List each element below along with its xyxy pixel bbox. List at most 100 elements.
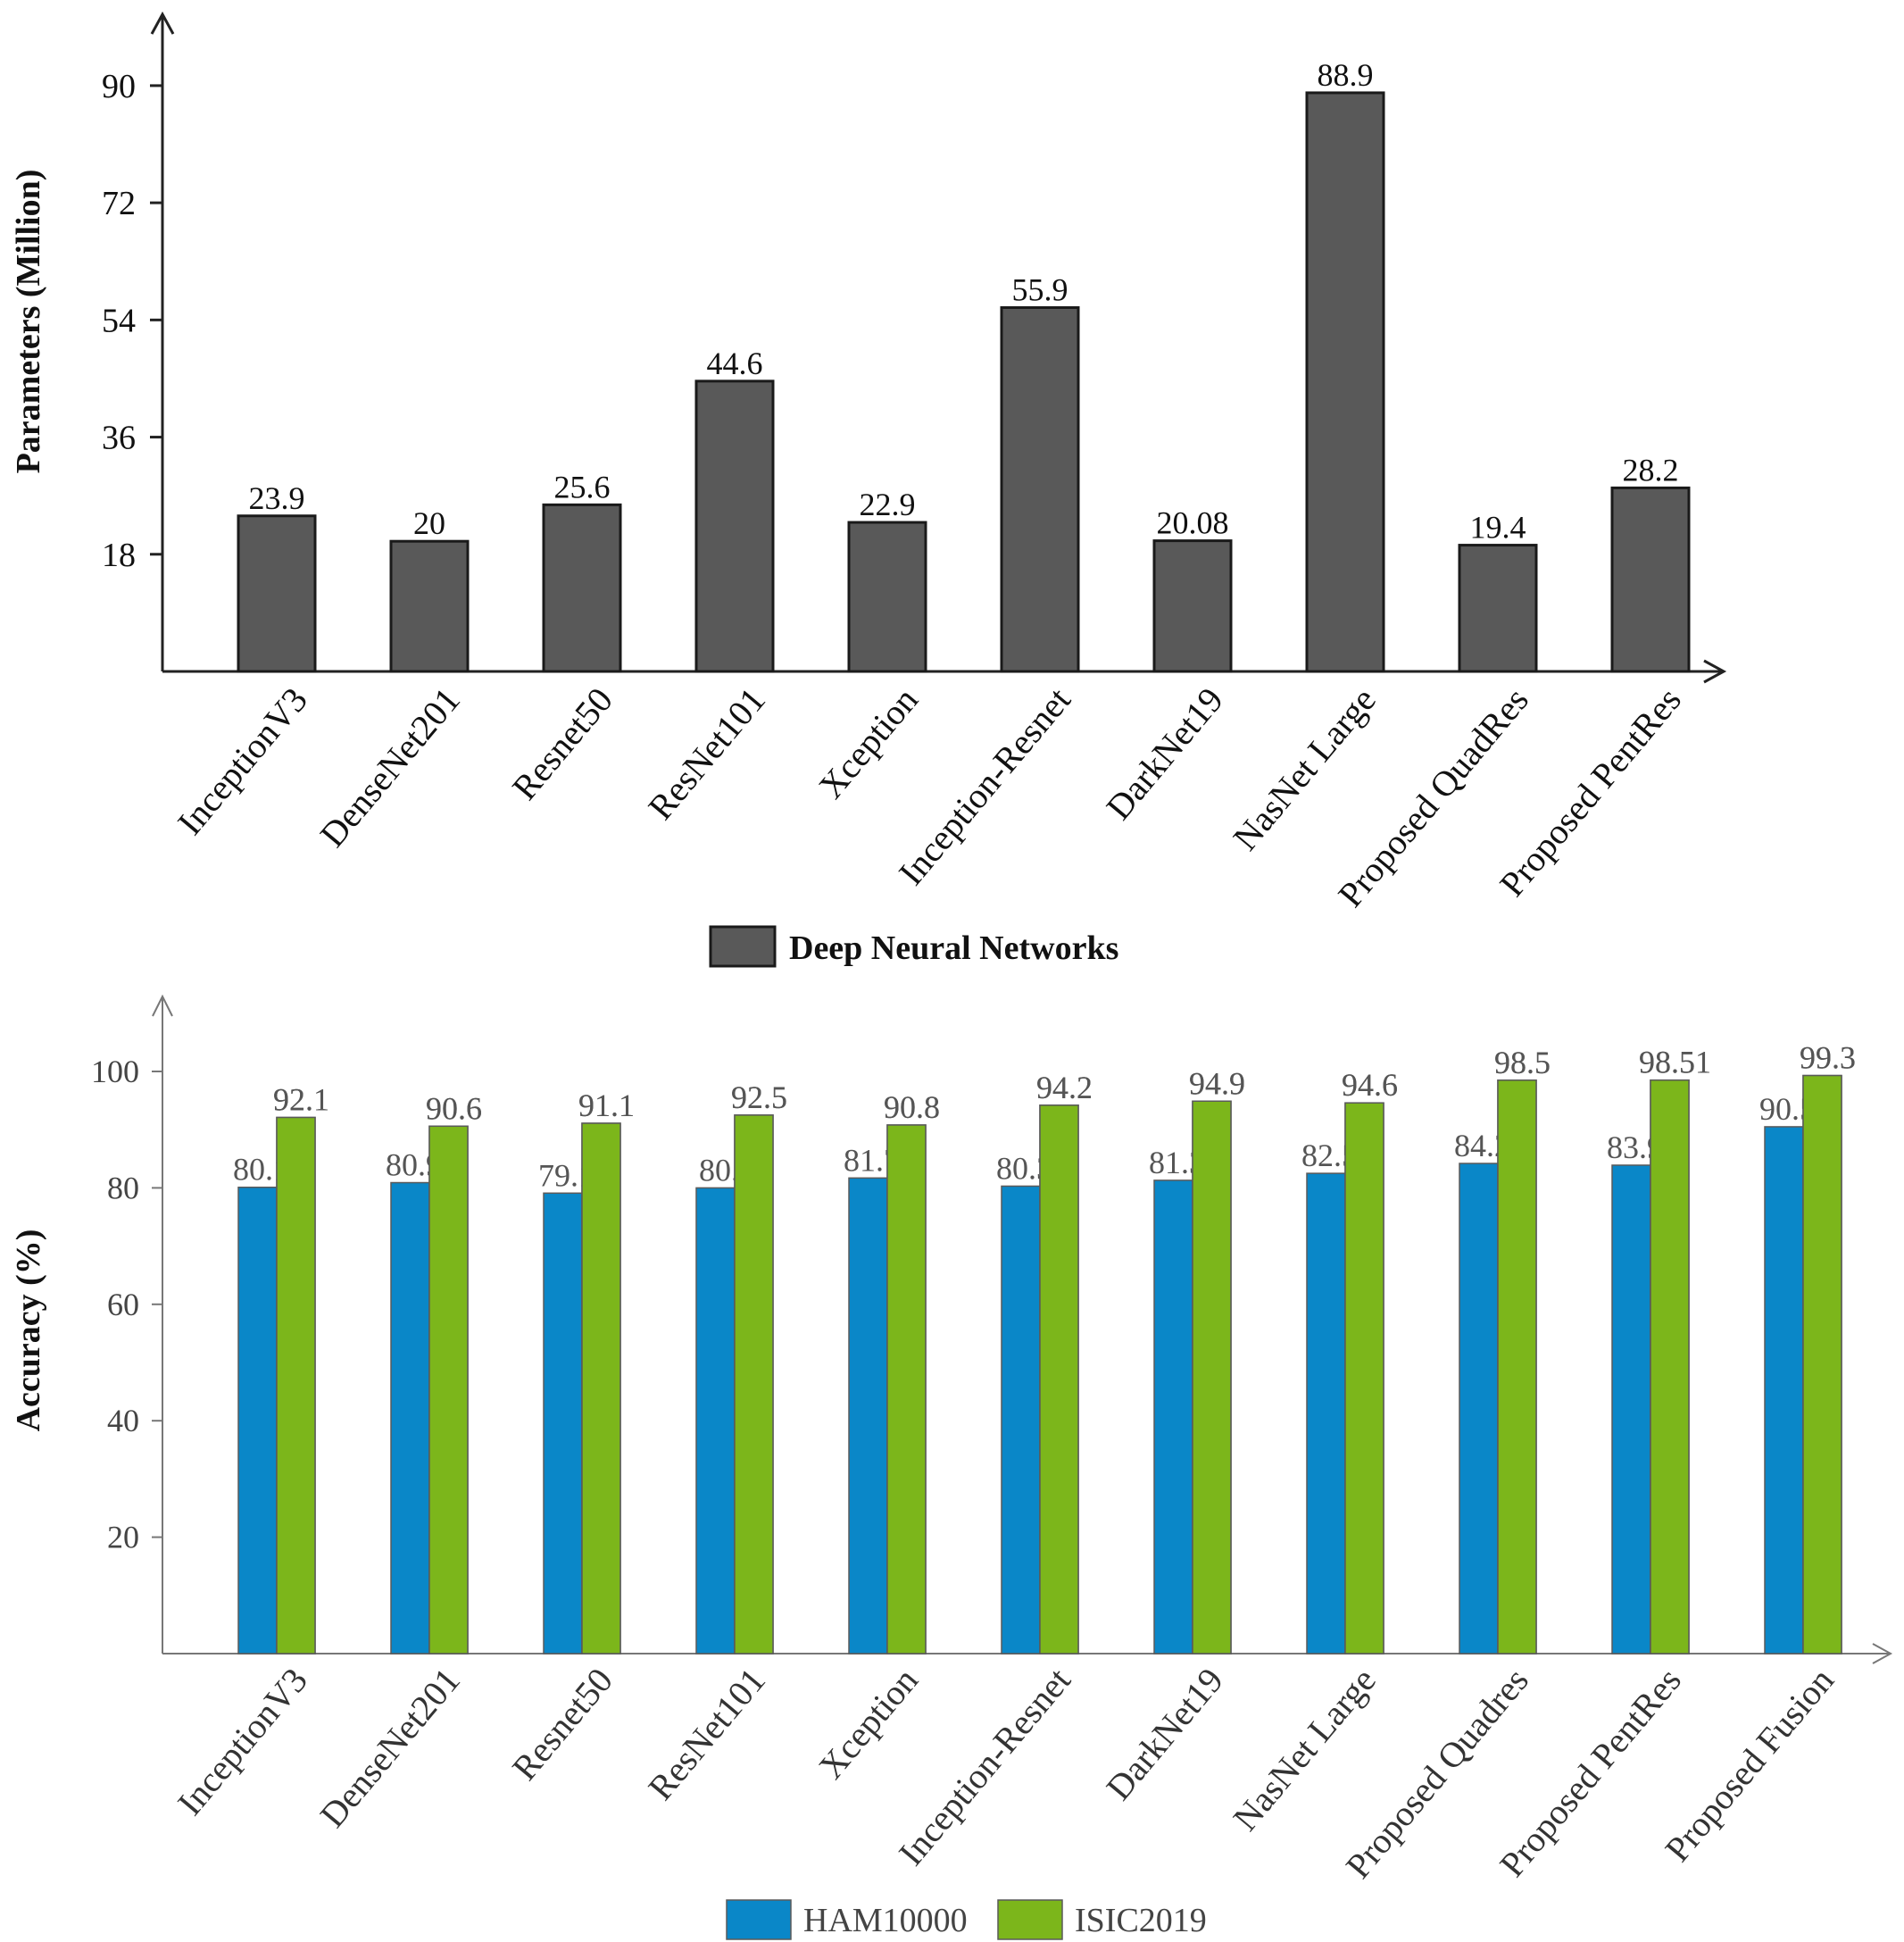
bar-xception: [847, 521, 927, 673]
bar-nasnet-large: [1305, 91, 1385, 673]
bar-isic2019-front-proposed-fusion: [1802, 1074, 1842, 1654]
x-tick-label-inceptionv3: InceptionV3: [170, 679, 315, 842]
y-axis-label: Accuracy (%): [10, 1229, 47, 1432]
legend-swatch-deep-neural-networks: [709, 925, 777, 968]
bar-isic2019-front-resnet50: [581, 1122, 621, 1654]
data-label-densenet201: 20: [413, 505, 445, 541]
data-label-isic2019-nasnet-large: 94.6: [1342, 1067, 1398, 1103]
bar-ham10000-xception: [848, 1177, 888, 1654]
legend-swatch-isic2019: [997, 1899, 1063, 1940]
data-label-isic2019-resnet50: 91.1: [578, 1088, 635, 1123]
y-tick-label: 90: [102, 68, 136, 105]
x-tick-label-densenet201: DenseNet201: [312, 679, 468, 854]
x-axis-arrow: [1872, 1643, 1893, 1664]
y-tick-label: 100: [91, 1054, 139, 1089]
bar-ham10000-proposed-quadres: [1459, 1163, 1499, 1654]
x-tick-label-nasnet-large: NasNet Large: [1225, 1660, 1383, 1838]
data-label-resnet101: 44.6: [707, 346, 763, 381]
y-tick-label: 36: [102, 420, 136, 457]
y-tick-label: 18: [102, 537, 136, 574]
bar-ham10000-proposed-pentres: [1611, 1164, 1651, 1654]
data-label-isic2019-inception-resnet: 94.2: [1036, 1070, 1093, 1105]
bar-isic2019-front-densenet201: [428, 1125, 469, 1654]
y-tick-label: 40: [107, 1403, 139, 1438]
data-label-isic2019-front-proposed-quadres: 98.5: [1494, 1045, 1551, 1080]
data-label-inceptionv3: 23.9: [249, 480, 305, 516]
data-label-isic2019-proposed-pentres: 98.51: [1639, 1045, 1711, 1080]
bar-isic2019-front-inceptionv3: [276, 1116, 316, 1654]
legend-label-isic2019: ISIC2019: [1075, 1902, 1207, 1939]
x-axis-arrow: [1703, 659, 1727, 684]
data-label-inception-resnet: 55.9: [1012, 271, 1068, 307]
bar-ham10000-resnet101: [695, 1187, 736, 1654]
bar-ham10000-inception-resnet: [1001, 1185, 1041, 1654]
bar-ham10000-proposed-fusion: [1764, 1126, 1804, 1654]
legend-label-ham10000: HAM10000: [803, 1902, 968, 1939]
x-tick-label-resnet50: Resnet50: [504, 1660, 620, 1788]
y-tick-label: 72: [102, 185, 136, 222]
bar-ham10000-nasnet-large: [1306, 1172, 1346, 1654]
legend-label-deep-neural-networks: Deep Neural Networks: [789, 929, 1118, 967]
x-tick-label-resnet101: ResNet101: [640, 1660, 773, 1807]
bar-ham10000-resnet50: [543, 1192, 583, 1654]
y-tick-label: 54: [102, 302, 136, 339]
data-label-isic2019-proposed-fusion: 99.3: [1800, 1040, 1856, 1076]
data-label-isic2019-front-resnet101: 92.5: [731, 1079, 787, 1115]
bar-isic2019-front-xception: [886, 1124, 927, 1654]
data-label-isic2019-front-xception: 90.8: [884, 1089, 940, 1125]
bar-isic2019-front-inception-resnet: [1039, 1104, 1079, 1654]
y-axis-label: Parameters (Million): [10, 170, 47, 474]
bar-darknet19: [1152, 539, 1233, 673]
data-label-isic2019-front-darknet19: 94.9: [1189, 1065, 1245, 1101]
data-label-isic2019-front-proposed-fusion: 99.3: [1800, 1040, 1856, 1076]
x-tick-label-resnet101: ResNet101: [640, 679, 773, 827]
data-label-darknet19: 20.08: [1157, 505, 1229, 541]
data-label-proposed-quadres: 19.4: [1470, 510, 1526, 546]
data-label-isic2019-xception: 90.8: [884, 1089, 940, 1125]
y-tick-label: 20: [107, 1520, 139, 1555]
data-label-isic2019-resnet101: 92.5: [731, 1079, 787, 1115]
data-label-isic2019-densenet201: 90.6: [426, 1090, 482, 1126]
data-label-ham10000-resnet101: 80.: [699, 1152, 739, 1188]
data-label-isic2019-proposed-quadres: 98.5: [1494, 1045, 1551, 1080]
data-label-xception: 22.9: [860, 487, 916, 522]
bar-isic2019-front-nasnet-large: [1344, 1102, 1384, 1654]
bar-isic2019-front-proposed-pentres: [1650, 1079, 1690, 1654]
data-label-isic2019-inceptionv3: 92.1: [273, 1082, 329, 1118]
data-label-isic2019-front-inception-resnet: 94.2: [1036, 1070, 1093, 1105]
bar-proposed-pentres: [1610, 486, 1691, 673]
x-tick-label-densenet201: DenseNet201: [312, 1660, 468, 1835]
data-label-nasnet-large: 88.9: [1318, 57, 1374, 93]
x-tick-label-xception: Xception: [811, 679, 926, 805]
data-label-proposed-pentres: 28.2: [1623, 452, 1679, 488]
bar-resnet101: [694, 379, 775, 673]
y-axis-arrow: [150, 11, 175, 35]
bar-inceptionv3: [237, 514, 317, 673]
x-tick-label-proposed-fusion: Proposed Fusion: [1657, 1660, 1842, 1869]
bar-ham10000-densenet201: [390, 1181, 430, 1654]
bar-inception-resnet: [1000, 305, 1080, 673]
y-tick-label: 80: [107, 1170, 139, 1205]
data-label-isic2019-front-proposed-pentres: 98.51: [1639, 1045, 1711, 1080]
x-tick-label-darknet19: DarkNet19: [1098, 1660, 1231, 1807]
bar-ham10000-inceptionv3: [237, 1186, 278, 1654]
parameters-chart: 18 36 54 72 90 Parameters (Million) 23.9 Incept…: [10, 11, 1727, 968]
legend-swatch-ham10000: [726, 1899, 792, 1940]
x-tick-label-nasnet-large: NasNet Large: [1225, 679, 1383, 857]
x-tick-label-darknet19: DarkNet19: [1098, 679, 1231, 827]
x-tick-label-xception: Xception: [811, 1660, 926, 1786]
bar-isic2019-front-darknet19: [1192, 1100, 1232, 1654]
data-label-isic2019-front-nasnet-large: 94.6: [1342, 1067, 1398, 1103]
x-tick-label-resnet50: Resnet50: [504, 679, 620, 807]
data-label-isic2019-front-resnet50: 91.1: [578, 1088, 635, 1123]
bar-resnet50: [542, 503, 622, 673]
bar-proposed-quadres: [1458, 544, 1538, 673]
bar-densenet201: [389, 539, 470, 673]
x-tick-label-inceptionv3: InceptionV3: [170, 1660, 315, 1822]
bar-isic2019-front-proposed-quadres: [1497, 1079, 1537, 1654]
bar-isic2019-front-resnet101: [734, 1114, 774, 1654]
y-axis-arrow: [152, 994, 173, 1017]
data-label-isic2019-darknet19: 94.9: [1189, 1065, 1245, 1101]
